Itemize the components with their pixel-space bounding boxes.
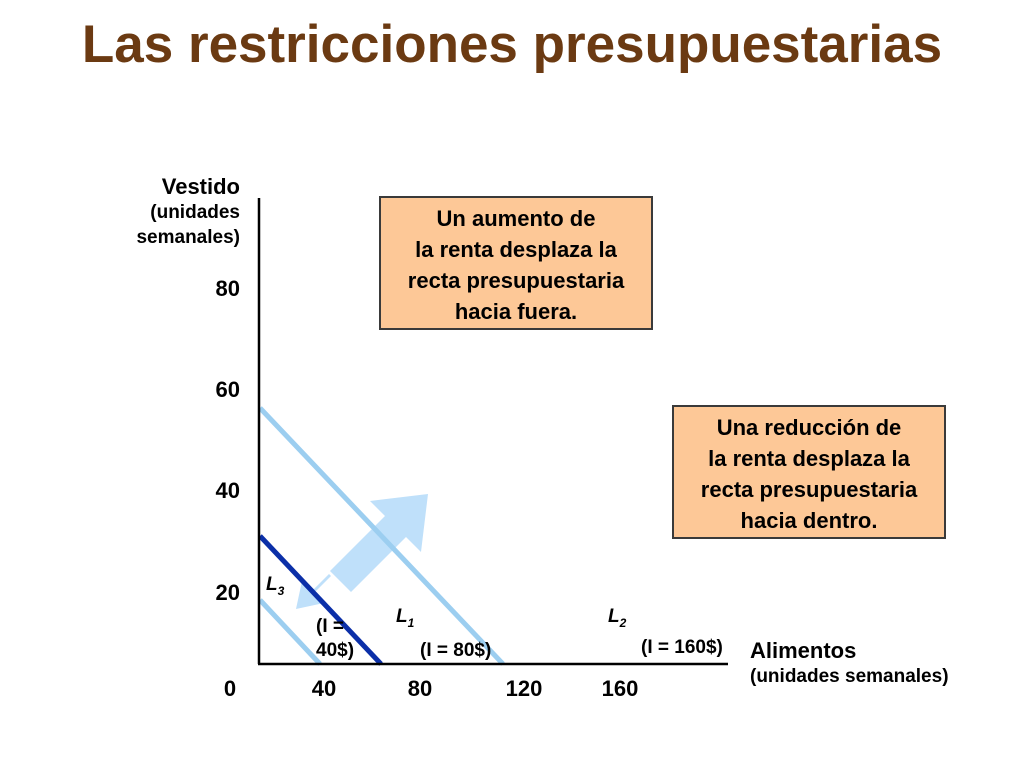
annotation-decrease-line-4: hacia dentro. — [740, 508, 878, 533]
annotation-decrease: Una reducción de la renta desplaza la re… — [672, 405, 946, 539]
series-name-l3: L3 — [266, 574, 285, 598]
annotation-decrease-line-2: la renta desplaza la — [708, 446, 910, 471]
series-name-l2: L2 — [608, 606, 627, 630]
y-tick-80: 80 — [215, 276, 240, 301]
budget-line-l2 — [258, 406, 505, 666]
budget-line-l3 — [258, 598, 322, 666]
annotation-increase-line-4: hacia fuera. — [454, 299, 578, 324]
income-label-l3: (I = 40$) — [316, 616, 355, 661]
x-tick-40: 40 — [311, 676, 337, 701]
y-tick-60: 60 — [215, 377, 240, 402]
x-axis-units: (unidades semanales) — [750, 666, 949, 687]
outward-shift-arrow-icon — [330, 494, 428, 592]
x-tick-80: 80 — [407, 676, 433, 701]
annotation-increase: Un aumento de la renta desplaza la recta… — [379, 196, 653, 330]
y-tick-20: 20 — [215, 580, 240, 605]
x-axis-label: Alimentos (unidades semanales) — [750, 638, 1010, 690]
origin-tick: 0 — [223, 676, 237, 701]
x-axis-title: Alimentos — [750, 638, 857, 663]
y-axis-title: Vestido — [161, 174, 240, 199]
y-axis-units: (unidades semanales) — [136, 202, 240, 248]
income-label-l2: (I = 160$) — [641, 637, 723, 658]
series-name-l1: L1 — [396, 606, 415, 630]
budget-lines — [258, 406, 505, 666]
annotation-decrease-line-1: Una reducción de — [716, 415, 902, 440]
x-tick-160: 160 — [601, 676, 639, 701]
annotation-increase-line-3: recta presupuestaria — [407, 268, 625, 293]
x-tick-120: 120 — [505, 676, 543, 701]
annotation-increase-line-2: la renta desplaza la — [415, 237, 617, 262]
y-axis-label: Vestido (unidades semanales) — [80, 174, 240, 250]
annotation-increase-line-1: Un aumento de — [436, 206, 596, 231]
income-label-l1: (I = 80$) — [420, 640, 492, 661]
budget-line-l1 — [258, 534, 383, 666]
annotation-decrease-line-3: recta presupuestaria — [700, 477, 918, 502]
page-title: Las restricciones presupuestarias — [81, 15, 943, 74]
y-tick-40: 40 — [215, 478, 240, 503]
